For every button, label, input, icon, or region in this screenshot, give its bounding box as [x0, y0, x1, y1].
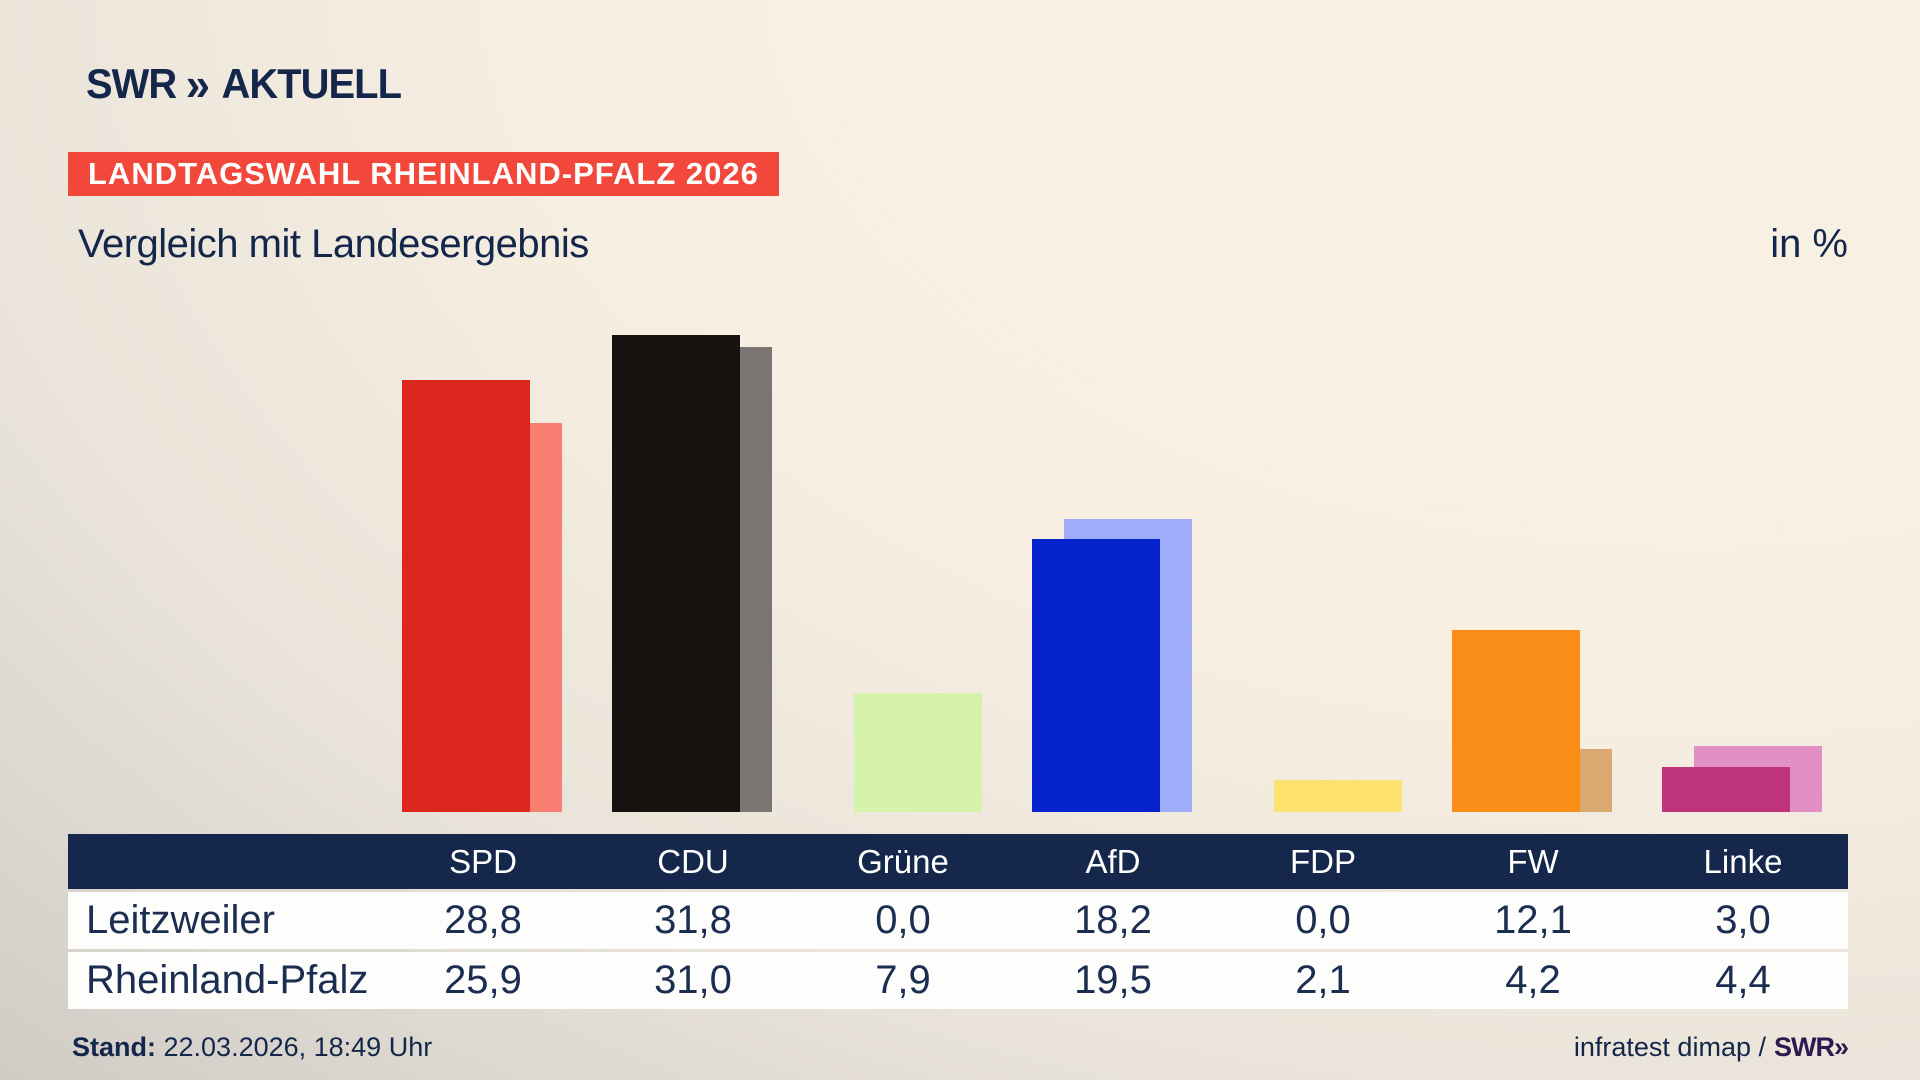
value-cell: 7,9	[875, 958, 931, 1002]
bar-spd-leitzweiler	[402, 380, 530, 812]
results-table: SPD CDU Grüne AfD FDP FW Linke Leitzweiler 28,8…	[68, 834, 1848, 1009]
column-header-fw: FW	[1507, 842, 1559, 880]
value-cell: 12,1	[1494, 898, 1572, 942]
value-cell: 0,0	[875, 898, 931, 942]
stand-label: Stand:	[72, 1032, 156, 1062]
swr-aktuell-logo: SWR» AKTUELL	[86, 60, 402, 108]
swr-source-logo: SWR»	[1773, 1032, 1849, 1062]
value-cell: 4,2	[1505, 958, 1561, 1002]
unit-label: in %	[1770, 222, 1848, 266]
row-label: Leitzweiler	[86, 898, 275, 942]
bar-linke-leitzweiler	[1662, 767, 1790, 812]
bar-fw-leitzweiler	[1452, 630, 1580, 812]
column-header-afd: AfD	[1085, 842, 1141, 880]
table-body: Leitzweiler 28,8 31,8 0,0 18,2 0,0 12,1 3,0 Rhei…	[68, 892, 1848, 1009]
value-cell: 19,5	[1074, 958, 1152, 1002]
source-text: infratest dimap /	[1573, 1032, 1766, 1062]
table-row: Rheinland-Pfalz 25,9 31,0 7,9 19,5 2,1 4,2 4,4	[68, 952, 1848, 1009]
bar-cdu-leitzweiler	[612, 335, 740, 812]
column-header-linke: Linke	[1703, 842, 1783, 880]
column-header-fdp: FDP	[1290, 842, 1356, 880]
column-header-grne: Grüne	[857, 842, 949, 880]
column-header-spd: SPD	[449, 842, 517, 880]
election-badge: LANDTAGSWAHL RHEINLAND-PFALZ 2026	[68, 152, 779, 196]
stand-value: 22.03.2026, 18:49 Uhr	[156, 1032, 433, 1062]
value-cell: 28,8	[444, 898, 522, 942]
value-cell: 25,9	[444, 958, 522, 1002]
bar-afd-leitzweiler	[1032, 539, 1160, 812]
column-header-cdu: CDU	[657, 842, 729, 880]
table-header-row: SPD CDU Grüne AfD FDP FW Linke	[68, 834, 1848, 889]
value-cell: 31,8	[654, 898, 732, 942]
timestamp: Stand: 22.03.2026, 18:49 Uhr	[72, 1032, 432, 1063]
value-cell: 0,0	[1295, 898, 1351, 942]
source-credit: infratest dimap / SWR»	[1573, 1032, 1849, 1063]
value-cell: 4,4	[1715, 958, 1771, 1002]
value-cell: 2,1	[1295, 958, 1351, 1002]
table-row: Leitzweiler 28,8 31,8 0,0 18,2 0,0 12,1 3,0	[68, 892, 1848, 949]
swr-logo-text: SWR	[86, 60, 177, 107]
value-cell: 31,0	[654, 958, 732, 1002]
value-cell: 18,2	[1074, 898, 1152, 942]
aktuell-logo-text: AKTUELL	[221, 60, 401, 107]
chart-title: Vergleich mit Landesergebnis	[78, 222, 589, 266]
bar-fdp-rheinlandpfalz	[1274, 780, 1402, 812]
row-label: Rheinland-Pfalz	[86, 958, 369, 1002]
bar-grne-rheinlandpfalz	[854, 693, 982, 812]
value-cell: 3,0	[1715, 898, 1771, 942]
